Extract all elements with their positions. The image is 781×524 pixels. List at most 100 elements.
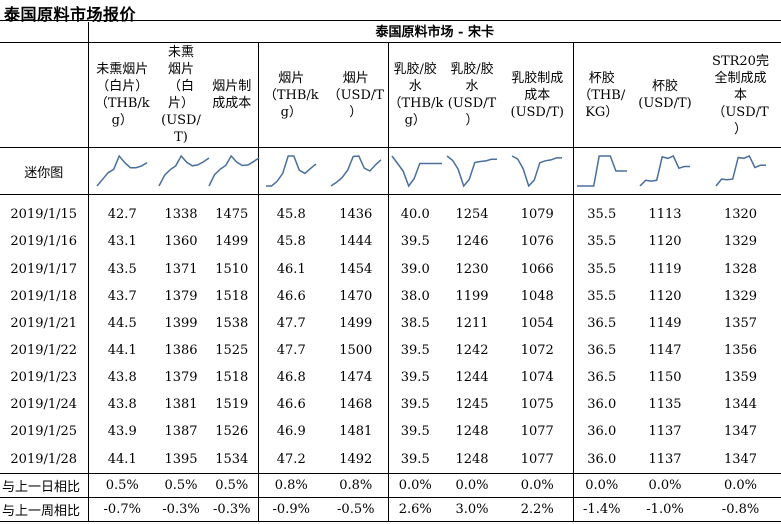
- column-header-line: (USD/: [161, 113, 201, 128]
- value-cell: 47.7: [257, 309, 324, 337]
- sparkline-path: [208, 154, 260, 187]
- column-header-line: 乳胶/胶: [450, 62, 494, 77]
- value-cell: 1470: [339, 288, 373, 304]
- value-cell: 46.8: [257, 364, 324, 392]
- value-cell: 1475: [215, 207, 249, 223]
- comparison-row: 与上一日相比 0.5% 0.5% 0.5% 0.8% 0.8% 0.0% 0.0% 0.0% 0.…: [0, 472, 781, 498]
- value-cell: 1048: [520, 288, 554, 304]
- value-cell: 1338: [164, 207, 198, 223]
- value-cell: 39.5: [387, 364, 442, 392]
- value-cell: 1538: [215, 315, 249, 331]
- title-rule: [0, 20, 781, 21]
- column-header-line: 烟片: [167, 62, 194, 77]
- sparkline: [639, 155, 690, 187]
- column-header-row: 未熏烟片 （白片） （THB/k g） 未熏 烟片 （白 片） (USD/T) 烟片制 成成本 烟片（…: [0, 42, 781, 148]
- value-cell: 1387: [164, 424, 198, 440]
- value-cell: 1135: [648, 397, 682, 413]
- value-cell: 1120: [648, 234, 682, 250]
- value-cell: 35.5: [572, 255, 630, 283]
- sparkline-path: [446, 155, 497, 188]
- change-cell: 3.0%: [442, 496, 502, 523]
- column-header-line: （白: [167, 79, 194, 94]
- value-cell: 35.5: [572, 228, 630, 256]
- value-cell: 1518: [215, 288, 249, 304]
- value-cell: 39.5: [387, 336, 442, 365]
- date-cell: 2019/1/17: [10, 261, 78, 277]
- table-row: 2019/1/21 44.5 1399 1538 47.7 1499 38.5 1211 105…: [0, 309, 781, 337]
- column-header-line: g）: [280, 104, 302, 120]
- value-cell: 46.6: [257, 391, 324, 419]
- value-cell: 1075: [520, 397, 554, 413]
- sparkline-cell: [324, 146, 388, 196]
- column-header: 烟片 （THB/k g）: [257, 42, 324, 148]
- market-header: 泰国原料市场 - 宋卡: [87, 22, 781, 43]
- value-cell: 1386: [164, 343, 198, 359]
- column-header-line: (USD/T): [510, 104, 564, 120]
- sparkline-cell: [502, 146, 573, 196]
- column-header-line: g）: [111, 113, 133, 128]
- price-table: 泰国原料市场 - 宋卡 未熏烟片 （白片） （THB/k g） 未熏 烟片 （白 片） (USD…: [0, 22, 781, 523]
- sparkline: [511, 155, 563, 188]
- value-cell: 43.5: [87, 255, 156, 283]
- sparkline-path: [96, 154, 148, 187]
- page-title: 泰国原料市场报价: [4, 5, 137, 24]
- header-date-cell: [0, 43, 88, 148]
- column-header: 杯胶 (USD/T): [630, 43, 700, 148]
- column-header-line: 杯胶: [651, 79, 678, 94]
- value-cell: 1436: [339, 207, 373, 223]
- table-row: 2019/1/28 44.1 1395 1534 47.2 1492 39.5 1248 107…: [0, 445, 781, 474]
- value-cell: 1492: [339, 451, 373, 467]
- change-cell: 0.0%: [572, 472, 630, 498]
- value-cell: 1371: [164, 261, 198, 277]
- date-cell: 2019/1/28: [10, 451, 78, 467]
- value-cell: 46.9: [257, 418, 324, 446]
- value-cell: 1379: [164, 370, 198, 386]
- value-cell: 1147: [648, 343, 682, 359]
- value-cell: 36.5: [572, 309, 630, 337]
- value-cell: 1245: [455, 397, 489, 413]
- date-cell: 2019/1/25: [10, 424, 78, 440]
- value-cell: 35.5: [572, 282, 630, 310]
- column-header-line: （USD/T: [712, 104, 769, 120]
- value-cell: 36.0: [572, 391, 630, 419]
- value-cell: 1379: [164, 288, 198, 304]
- column-header-line: 烟片制: [212, 79, 252, 94]
- value-cell: 43.9: [87, 418, 156, 446]
- column-header-line: 乳胶/胶: [393, 62, 437, 77]
- date-cell: 2019/1/16: [10, 234, 78, 250]
- table-row: 2019/1/25 43.9 1387 1526 46.9 1481 39.5 1248 107…: [0, 418, 781, 446]
- value-cell: 1519: [215, 397, 249, 413]
- sparkline-path: [390, 155, 442, 188]
- value-cell: 36.0: [572, 445, 630, 474]
- change-cell: 0.0%: [387, 472, 442, 498]
- table-row: 2019/1/23 43.8 1379 1518 46.8 1474 39.5 1244 107…: [0, 364, 781, 392]
- value-cell: 1518: [215, 370, 249, 386]
- change-cell: 0.8%: [324, 472, 388, 498]
- sparkline: [390, 155, 442, 188]
- sparkline: [158, 154, 210, 187]
- column-header-line: 片）: [167, 96, 194, 111]
- sparkline-path: [511, 155, 563, 188]
- value-cell: 1242: [455, 343, 489, 359]
- value-cell: 1526: [215, 424, 249, 440]
- column-header: 烟片制 成成本: [206, 43, 258, 148]
- sparkline-cell: [700, 146, 781, 196]
- change-cell: -0.3%: [206, 496, 258, 523]
- value-cell: 1120: [648, 288, 682, 304]
- value-cell: 35.5: [572, 194, 630, 229]
- sparkline-cell: [257, 146, 324, 196]
- change-cell: 2.2%: [502, 496, 573, 523]
- column-header-line: 烟片: [278, 70, 305, 86]
- corner-cell: [0, 22, 88, 43]
- column-header: 乳胶/胶水 （THB/k g）: [387, 42, 443, 148]
- value-cell: 45.8: [257, 228, 324, 256]
- value-cell: 1395: [164, 451, 198, 467]
- sparkline: [330, 155, 382, 187]
- change-cell: -0.3%: [156, 496, 206, 523]
- column-header-line: ）: [465, 113, 479, 128]
- comparison-label: 与上一日相比: [0, 472, 88, 498]
- change-cell: -1.4%: [572, 496, 630, 523]
- sparkline-cell: [87, 146, 156, 196]
- sparkline-cell: [156, 146, 210, 196]
- column-header-line: 本: [734, 87, 748, 103]
